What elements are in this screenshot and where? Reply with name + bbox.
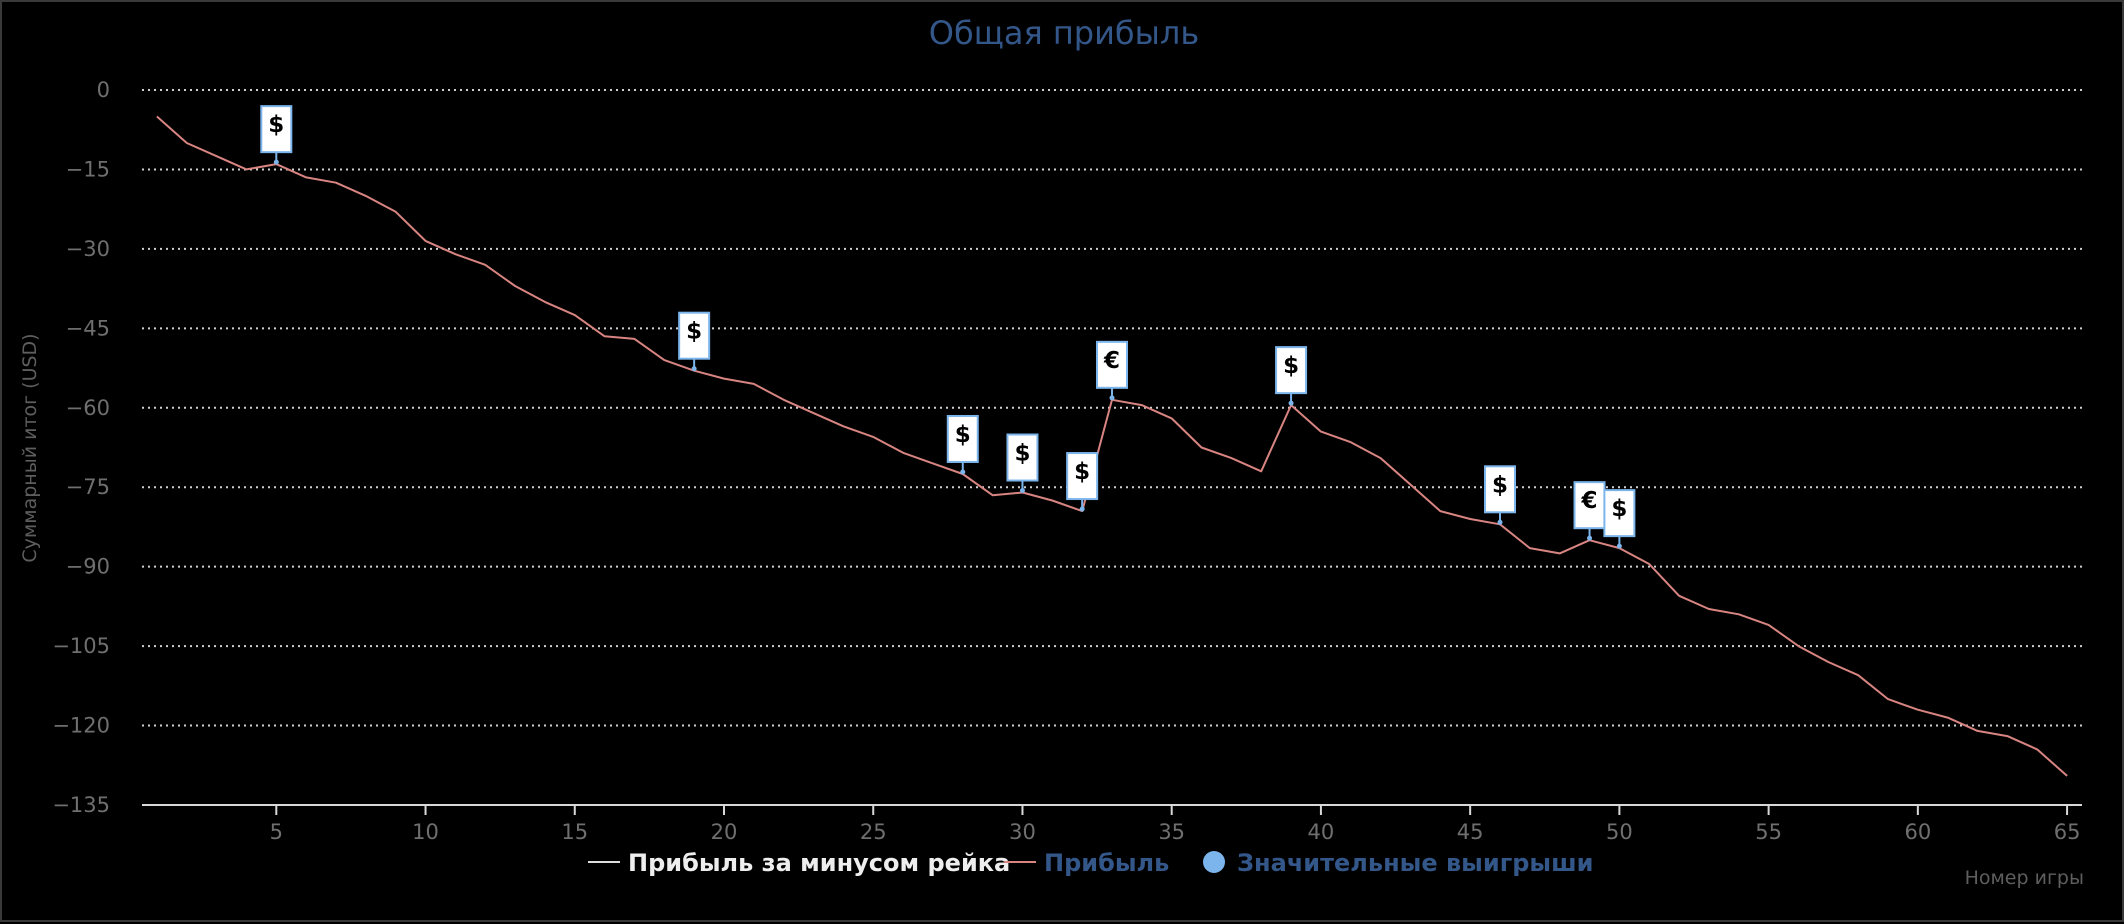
flag-point [1616, 543, 1622, 549]
legend-item-profit[interactable]: Прибыль [1004, 849, 1169, 877]
flag-point [691, 366, 697, 372]
axes: 0 −15 −30 −45 −60 −75 −90 −105 −120 −135 5 10 15 20 25… [52, 78, 2082, 844]
big-win-flag[interactable]: € [1573, 481, 1606, 541]
x-tick-label: 55 [1755, 820, 1782, 844]
flag-point [1079, 506, 1085, 512]
flag-box [946, 414, 979, 463]
y-tick-label: −120 [52, 714, 110, 738]
flag-point [1288, 400, 1294, 406]
flag-symbol: $ [1492, 472, 1508, 498]
y-tick-label: −90 [66, 555, 110, 579]
y-tick-label: −45 [66, 316, 110, 340]
flag-symbol: $ [1283, 353, 1299, 379]
legend-label-net-profit: Прибыль за минусом рейка [628, 849, 1010, 877]
big-win-flag[interactable]: $ [1484, 465, 1516, 525]
y-tick-label: −75 [66, 475, 110, 499]
x-tick-label: 20 [711, 820, 738, 844]
series-layer [156, 115, 2068, 777]
y-axis-label: Суммарный итог (USD) [19, 333, 41, 562]
flag-point [960, 469, 966, 475]
x-tick-label: 35 [1158, 820, 1185, 844]
y-tick-label: −15 [66, 157, 110, 181]
big-win-flag[interactable]: $ [260, 105, 293, 165]
x-tick-label: 45 [1457, 820, 1484, 844]
flag-symbol: $ [268, 112, 284, 138]
legend-label-big-wins: Значительные выигрыши [1237, 849, 1593, 877]
x-tick-label: 25 [860, 820, 887, 844]
flag-symbol: $ [955, 422, 971, 448]
flag-point [273, 159, 279, 165]
flag-box [1484, 465, 1516, 514]
y-tick-label: −30 [66, 237, 110, 261]
flag-box [260, 105, 293, 154]
y-tick-label: −135 [52, 793, 110, 817]
profit-line[interactable] [156, 115, 2068, 777]
legend-item-big-wins[interactable]: Значительные выигрыши [1203, 849, 1593, 877]
chart-title: Общая прибыль [929, 14, 1199, 52]
flag-point [1109, 395, 1115, 401]
flag-point [1497, 519, 1503, 525]
flag-box [1096, 340, 1128, 389]
flag-symbol: € [1581, 488, 1598, 514]
x-tick-label: 65 [2054, 820, 2081, 844]
big-win-flag[interactable]: $ [1006, 433, 1039, 494]
y-tick-label: −105 [52, 634, 110, 658]
big-win-flag[interactable]: $ [1066, 452, 1099, 512]
x-tick-label: 60 [1904, 820, 1931, 844]
grid-lines [142, 89, 2082, 727]
flag-symbol: $ [1074, 459, 1090, 485]
big-win-flag[interactable]: $ [1603, 489, 1636, 549]
big-win-flag[interactable]: € [1096, 340, 1128, 401]
flag-symbol: $ [1014, 441, 1030, 467]
flag-symbol: $ [686, 319, 702, 345]
legend-item-net-profit[interactable]: Прибыль за минусом рейка [588, 849, 1010, 877]
x-axis-label: Номер игры [1965, 867, 2084, 889]
flag-point [1019, 488, 1025, 494]
x-tick-label: 50 [1606, 820, 1633, 844]
y-tick-label: −60 [66, 396, 110, 420]
big-win-flag[interactable]: $ [678, 311, 711, 372]
legend-marker-big-wins [1203, 851, 1225, 873]
x-tick-label: 15 [561, 820, 588, 844]
flag-symbol: $ [1611, 496, 1627, 522]
legend: Прибыль за минусом рейка Прибыль Значите… [588, 849, 1593, 877]
flag-box [1603, 489, 1636, 538]
big-win-flag[interactable]: $ [946, 414, 979, 475]
flag-box [678, 311, 711, 360]
legend-label-profit: Прибыль [1044, 849, 1169, 877]
x-tick-label: 10 [412, 820, 439, 844]
big-wins-flags: $ $ $ $ $ € $ $ € $ [260, 105, 1636, 549]
x-tick-label: 40 [1308, 820, 1335, 844]
x-tick-label: 30 [1009, 820, 1036, 844]
flag-point [1587, 535, 1593, 541]
big-win-flag[interactable]: $ [1275, 346, 1308, 406]
y-tick-label: 0 [97, 78, 110, 102]
flag-symbol: € [1103, 348, 1120, 374]
flag-box [1006, 433, 1039, 482]
x-tick-label: 5 [270, 820, 283, 844]
